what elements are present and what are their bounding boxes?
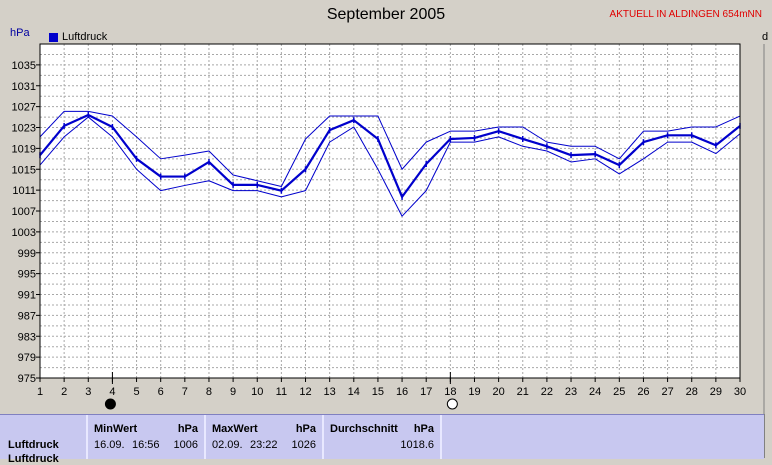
x-tick-label: 12: [299, 386, 311, 398]
x-tick-label: 5: [133, 386, 139, 398]
x-tick-label: 10: [251, 386, 263, 398]
series-group: [39, 110, 741, 217]
y-tick-label: 999: [18, 248, 36, 260]
x-tick-label: 11: [276, 386, 287, 398]
grid: [40, 44, 740, 378]
x-tick-label: 22: [541, 386, 553, 398]
y-axis-unit: hPa: [10, 27, 30, 39]
y-tick-label: 1007: [12, 206, 36, 218]
min-header: MinWert: [94, 423, 138, 435]
x-tick-label: 19: [468, 386, 480, 398]
min-unit: hPa: [177, 423, 198, 435]
avg-header: Durchschnitt: [330, 423, 398, 435]
avg-cell: Durchschnitt hPa 1018.6: [324, 415, 442, 459]
y-tick-label: 987: [18, 310, 36, 322]
x-tick-label: 9: [230, 386, 236, 398]
max-header: MaxWert: [212, 423, 258, 435]
x-tick-label: 6: [158, 386, 164, 398]
avg-value: 1018.6: [400, 439, 434, 451]
legend-label: Luftdruck: [62, 31, 108, 43]
scrollbar[interactable]: [764, 414, 772, 458]
x-tick-label: 23: [565, 386, 577, 398]
x-tick-label: 17: [420, 386, 432, 398]
x-tick-label: 20: [492, 386, 504, 398]
max-value: 1026: [291, 439, 316, 451]
avg-unit: hPa: [413, 423, 434, 435]
x-tick-label: 2: [61, 386, 67, 398]
y-tick-label: 1019: [12, 143, 36, 155]
chart: 9759799839879919959991003100710111015101…: [12, 43, 765, 414]
series-line-mean: [39, 113, 741, 199]
max-date: 02.09.: [212, 439, 243, 451]
y-tick-label: 991: [18, 290, 36, 302]
x-tick-label: 29: [710, 386, 722, 398]
y-tick-label: 995: [18, 269, 36, 281]
y-tick-label: 1011: [12, 185, 36, 197]
stats-table: Luftdruck Luftdruck MinWert hPa 16.09. 1…: [0, 414, 764, 465]
x-tick-label: 7: [182, 386, 188, 398]
full-moon-icon: [446, 398, 458, 410]
x-tick-label: 16: [396, 386, 408, 398]
x-tick-label: 30: [734, 386, 746, 398]
x-tick-label: 4: [109, 386, 115, 398]
y-tick-label: 975: [18, 373, 36, 385]
y-tick-label: 1023: [12, 123, 36, 135]
y-tick-label: 979: [18, 352, 36, 364]
x-tick-label: 21: [517, 386, 529, 398]
y-tick-label: 1003: [12, 227, 36, 239]
x-tick-label: 8: [206, 386, 212, 398]
max-time: 23:22: [250, 439, 278, 451]
min-value: 1006: [173, 439, 198, 451]
page-title: September 2005: [326, 6, 446, 23]
y-tick-label: 1035: [12, 60, 36, 72]
y-tick-label: 1031: [12, 81, 36, 93]
x-tick-label: 14: [348, 386, 360, 398]
max-cell: MaxWert hPa 02.09. 23:22 1026: [206, 415, 324, 459]
x-axis: 1 2 3 4 5 6 7 8 9 10 11 12 13 14 15 16 17 18 19 20 21 22 23 24 2…: [37, 378, 746, 398]
row-label-2: Luftdruck: [8, 453, 59, 465]
right-unit: d: [762, 31, 769, 43]
row-label: Luftdruck: [8, 439, 59, 451]
new-moon-icon: [104, 398, 116, 410]
x-tick-label: 27: [661, 386, 673, 398]
row-label-cell: Luftdruck Luftdruck: [0, 415, 88, 465]
x-tick-label: 26: [637, 386, 649, 398]
min-time: 16:56: [132, 439, 160, 451]
plot-frame: [39, 43, 741, 379]
y-tick-label: 1015: [12, 164, 36, 176]
x-tick-label: 15: [372, 386, 384, 398]
y-tick-label: 983: [18, 331, 36, 343]
x-tick-label: 3: [85, 386, 91, 398]
x-tick-label: 28: [686, 386, 698, 398]
y-axis: 975 979 983 987 991 995 999 1003 1007 1011 1015 101…: [12, 60, 40, 385]
max-unit: hPa: [295, 423, 316, 435]
x-tick-label: 24: [589, 386, 601, 398]
min-date: 16.09.: [94, 439, 125, 451]
legend-swatch: [49, 32, 58, 42]
x-tick-label: 18: [444, 386, 456, 398]
moon-markers: [104, 372, 458, 410]
min-cell: MinWert hPa 16.09. 16:56 1006: [88, 415, 206, 459]
status-text: AKTUELL IN ALDINGEN 654mNN: [609, 9, 762, 20]
series-line-min: [39, 116, 741, 217]
legend: Luftdruck: [49, 31, 107, 43]
x-tick-label: 25: [613, 386, 625, 398]
series-line-max: [39, 110, 741, 187]
y-tick-label: 1027: [12, 102, 36, 114]
x-tick-label: 1: [37, 386, 43, 398]
x-tick-label: 13: [324, 386, 336, 398]
